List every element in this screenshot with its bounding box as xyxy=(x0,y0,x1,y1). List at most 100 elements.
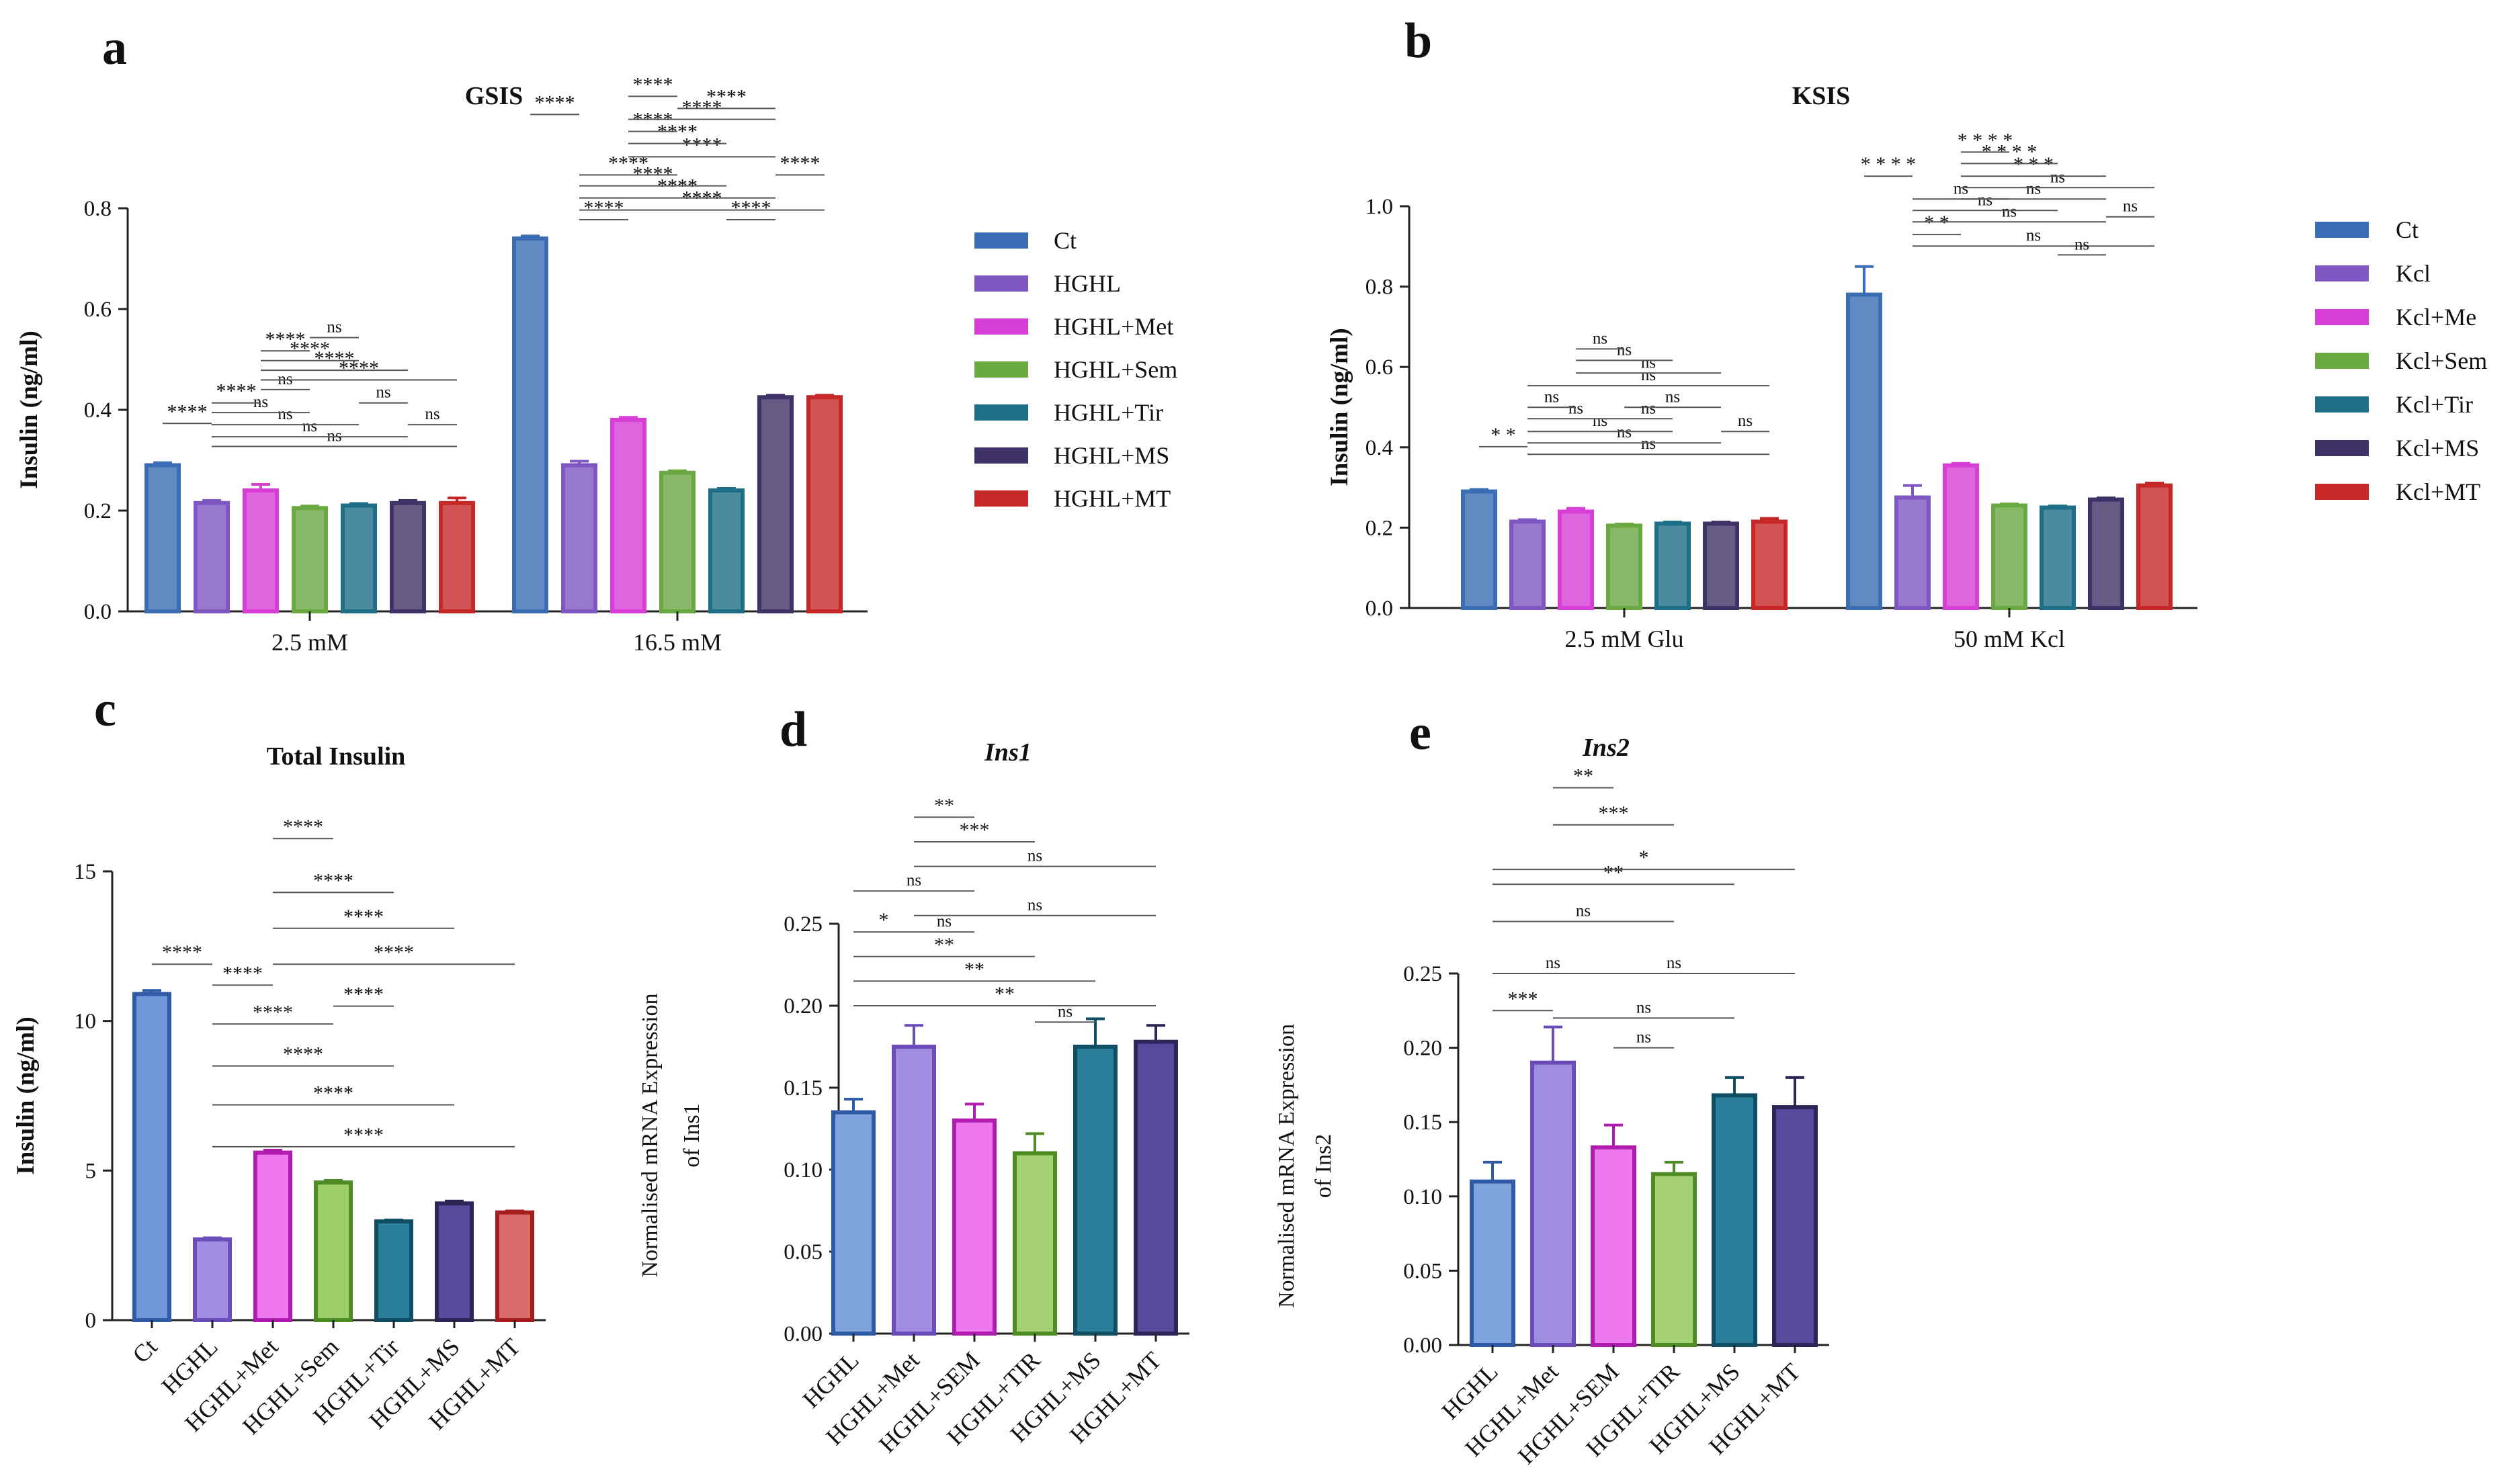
panel-a-sig-label: **** xyxy=(314,347,355,370)
panel-c-sig-label: **** xyxy=(313,1082,353,1104)
panel-b-bar xyxy=(1894,495,1931,610)
panel-a-sig-label: **** xyxy=(780,152,821,174)
panel-d-sig-label: *** xyxy=(960,819,990,841)
panel-e-sig-label: ** xyxy=(1603,861,1624,883)
panel-a-bar xyxy=(390,501,426,613)
panel-b-bar xyxy=(1509,519,1546,610)
panel-a-bar xyxy=(243,488,279,613)
panel-a-sig-label: **** xyxy=(633,73,673,95)
panel-b-sig-label: ns xyxy=(1738,412,1753,430)
panel-c-sig-label: **** xyxy=(313,869,353,892)
panel-a-sig-label: ns xyxy=(302,417,317,435)
panel-d-y-tick-label: 0.05 xyxy=(784,1240,823,1264)
panel-e-y-tick-label: 0.10 xyxy=(1403,1185,1442,1209)
panel-c-bar xyxy=(435,1201,474,1322)
panel-d-bar xyxy=(831,1110,876,1336)
panel-e-bar xyxy=(1712,1093,1757,1348)
panel-d: d Ins1 0.00 0.05 0.10 0.15 0.20 0.25 Normalise… xyxy=(638,702,1189,1458)
panel-e-y-tick-label: 0.20 xyxy=(1403,1037,1442,1061)
panel-c-bar xyxy=(193,1237,232,1323)
panel-e-bar xyxy=(1772,1105,1818,1347)
panel-a-title: GSIS xyxy=(465,82,523,110)
panel-b-legend-swatch xyxy=(2315,484,2369,500)
panel-e-y-tick-label: 0.00 xyxy=(1403,1334,1442,1358)
panel-a-sig-label: ns xyxy=(376,384,390,402)
panel-a-y-axis-title: Insulin (ng/ml) xyxy=(15,331,43,488)
panel-b-bar xyxy=(2040,505,2076,610)
panel-e-title: Ins2 xyxy=(1582,734,1630,762)
panel-a-bar xyxy=(512,236,548,613)
panel-d-sig-label: ns xyxy=(1027,896,1042,914)
panel-c-y-tick-label: 10 xyxy=(74,1010,96,1034)
panel-c-bar xyxy=(495,1210,534,1323)
panel-a-bar xyxy=(708,488,745,613)
panel-c-sig-label: **** xyxy=(374,941,414,963)
panel-e-y-tick-label: 0.25 xyxy=(1403,962,1442,986)
panel-e-bar xyxy=(1470,1179,1515,1348)
panel-d-sig-label: ** xyxy=(934,794,954,816)
panel-a-legend-label: Ct xyxy=(1054,227,1077,254)
panel-d-y-tick-label: 0.15 xyxy=(784,1076,823,1100)
panel-c-y-tick-label: 0 xyxy=(85,1309,97,1333)
panel-b: b KSIS 0.0 0.2 0.4 0.6 0.8 1.0 Insulin (ng/ml)… xyxy=(1326,13,2487,652)
panel-a-legend-label: HGHL+Sem xyxy=(1054,356,1177,383)
panel-b-y-axis-title: Insulin (ng/ml) xyxy=(1326,328,1353,486)
panel-b-sig-label: ns xyxy=(1593,412,1607,430)
panel-c-y-tick-label: 5 xyxy=(85,1159,97,1183)
panel-d-sig-label: * xyxy=(879,909,889,931)
panel-c-sig-label: **** xyxy=(343,984,384,1006)
panel-a-sig-label: **** xyxy=(265,328,306,350)
panel-b-sig-label: * * xyxy=(1924,212,1949,234)
panel-b-sig-label: ns xyxy=(1978,191,1992,209)
panel-b-bar xyxy=(1751,519,1788,610)
panel-a-sig-label: **** xyxy=(167,400,208,423)
panel-a-bar xyxy=(341,503,377,613)
panel-e-letter: e xyxy=(1409,705,1431,761)
panel-b-sig-label: ns xyxy=(1641,399,1656,417)
panel-d-bar xyxy=(1073,1045,1118,1336)
panel-d-y-tick-label: 0.20 xyxy=(784,994,823,1018)
panel-a-bar xyxy=(610,418,646,613)
panel-e-sig-label: *** xyxy=(1599,802,1629,824)
panel-a-bar xyxy=(194,501,230,613)
panel-b-legend-label: Ct xyxy=(2396,216,2419,243)
panel-a-bar xyxy=(806,395,843,613)
panel-d-sig-label: ns xyxy=(937,912,952,930)
panel-b-bar xyxy=(2088,497,2124,610)
panel-a-y-tick-label: 0.6 xyxy=(84,298,112,322)
panel-a-legend-swatch xyxy=(974,318,1028,335)
panel-d-y-tick-label: 0.10 xyxy=(784,1158,823,1182)
panel-b-sig-label: ns xyxy=(1617,423,1632,441)
panel-b-sig-label: * * * * xyxy=(1861,153,1917,175)
panel-b-sig-label: ns xyxy=(1617,341,1632,359)
panel-a-legend-label: HGHL xyxy=(1054,270,1121,297)
panel-d-sig-label: ** xyxy=(934,934,954,956)
panel-a-sig-label: ns xyxy=(253,393,268,411)
panel-a-sig-label: **** xyxy=(682,97,722,119)
panel-c-y-axis-title: Insulin (ng/ml) xyxy=(12,1016,40,1174)
panel-e-y-tick-label: 0.05 xyxy=(1403,1259,1442,1283)
panel-b-sig-label: * * xyxy=(1490,424,1516,446)
panel-a-legend-swatch xyxy=(974,404,1028,421)
panel-e-sig-label: ns xyxy=(1636,1029,1651,1047)
panel-b-legend-label: Kcl+Tir xyxy=(2396,391,2473,418)
panel-c-bar xyxy=(374,1219,413,1323)
panel-b-group-label: 2.5 mM Glu xyxy=(1564,625,1683,652)
panel-c-letter: c xyxy=(94,682,116,737)
panel-a-y-tick-label: 0.8 xyxy=(84,197,112,221)
panel-b-sig-label: ns xyxy=(2123,198,2138,216)
panel-d-y-tick-label: 0.00 xyxy=(784,1322,823,1346)
panel-b-legend-swatch xyxy=(2315,396,2369,413)
panel-a-bar xyxy=(561,463,597,613)
panel-b-sig-label: ns xyxy=(1665,388,1680,406)
panel-e-bar xyxy=(1651,1172,1697,1347)
panel-b-letter: b xyxy=(1404,13,1432,69)
panel-c-sig-label: **** xyxy=(222,962,263,984)
panel-b-y-tick-label: 0.4 xyxy=(1366,436,1393,460)
panel-a-y-tick-label: 0.0 xyxy=(84,600,112,624)
panel-b-bar xyxy=(1703,521,1739,610)
panel-d-sig-label: ns xyxy=(907,871,921,889)
panel-b-group-label: 50 mM Kcl xyxy=(1954,625,2065,652)
panel-d-sig-label: ns xyxy=(1058,1002,1073,1021)
